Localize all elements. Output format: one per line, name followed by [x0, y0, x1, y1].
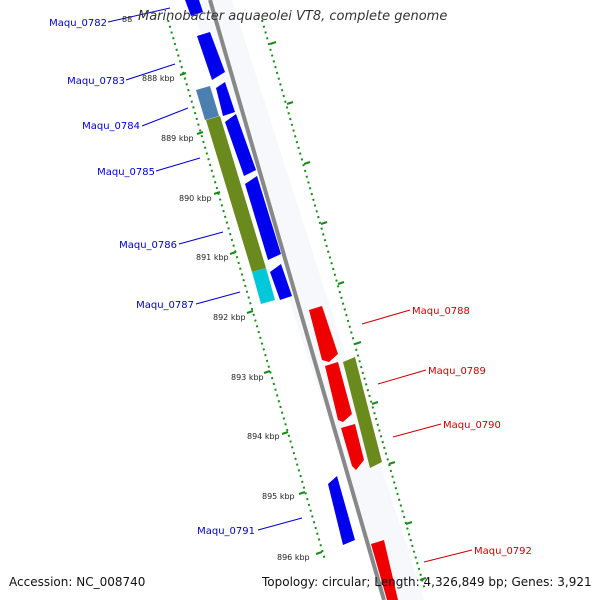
label-Maqu_0792[interactable]: Maqu_0792 — [474, 546, 532, 557]
right-tick-marks — [269, 41, 427, 581]
genome-summary-text: Topology: circular; Length: 4,326,849 bp… — [262, 575, 592, 589]
accession-text: Accession: NC_008740 — [9, 575, 146, 589]
label-Maqu_0785[interactable]: Maqu_0785 — [97, 167, 155, 178]
feature-cyan-block — [252, 268, 275, 304]
label-Maqu_0788[interactable]: Maqu_0788 — [412, 306, 470, 317]
feature-green-block — [206, 116, 266, 272]
tick-label-896: 896 kbp — [277, 553, 310, 562]
gene-Maqu_0786[interactable] — [245, 176, 281, 260]
left-tick-guide — [167, 19, 326, 561]
gene-Maqu_0792[interactable] — [371, 540, 398, 600]
gene-Maqu_0789-red[interactable] — [325, 362, 352, 422]
forward-leaders — [107, 7, 303, 531]
gene-Maqu_0788[interactable] — [309, 306, 338, 362]
feature-steel-block — [196, 86, 219, 120]
gene-Maqu_0785[interactable] — [225, 114, 256, 176]
forward-genes — [185, 0, 355, 545]
tick-label-893: 893 kbp — [231, 373, 264, 382]
label-Maqu_0784[interactable]: Maqu_0784 — [82, 121, 140, 132]
gene-Maqu_0787[interactable] — [270, 264, 292, 300]
tick-label-892: 892 kbp — [213, 313, 246, 322]
tick-label-888: 888 kbp — [142, 74, 175, 83]
tick-label-894: 894 kbp — [247, 432, 280, 441]
label-Maqu_0782[interactable]: Maqu_0782 — [49, 18, 107, 29]
label-Maqu_0791[interactable]: Maqu_0791 — [197, 526, 255, 537]
left-tick-marks — [179, 72, 323, 555]
label-Maqu_0783[interactable]: Maqu_0783 — [67, 76, 125, 87]
feature-green-reverse — [343, 357, 382, 468]
gene-Maqu_0791[interactable] — [328, 476, 355, 545]
label-Maqu_0787[interactable]: Maqu_0787 — [136, 300, 194, 311]
backbone-line — [208, 0, 386, 600]
tick-label-889: 889 kbp — [161, 134, 194, 143]
tick-label-890: 890 kbp — [179, 194, 212, 203]
label-Maqu_0786[interactable]: Maqu_0786 — [119, 240, 177, 251]
reverse-genes — [309, 306, 398, 600]
map-title: Marinobacter aquaeolei VT8, complete gen… — [138, 9, 448, 24]
gene-Maqu_0782[interactable] — [185, 0, 203, 16]
tick-label-partial: 88 — [122, 15, 132, 24]
gene-Maqu_0783[interactable] — [197, 32, 225, 80]
reverse-leaders — [361, 309, 473, 563]
tick-label-891: 891 kbp — [196, 253, 229, 262]
label-Maqu_0789[interactable]: Maqu_0789 — [428, 366, 486, 377]
gene-Maqu_0784[interactable] — [216, 82, 235, 116]
gene-Maqu_0790[interactable] — [341, 424, 364, 470]
label-Maqu_0790[interactable]: Maqu_0790 — [443, 420, 501, 431]
tick-label-895: 895 kbp — [262, 492, 295, 501]
